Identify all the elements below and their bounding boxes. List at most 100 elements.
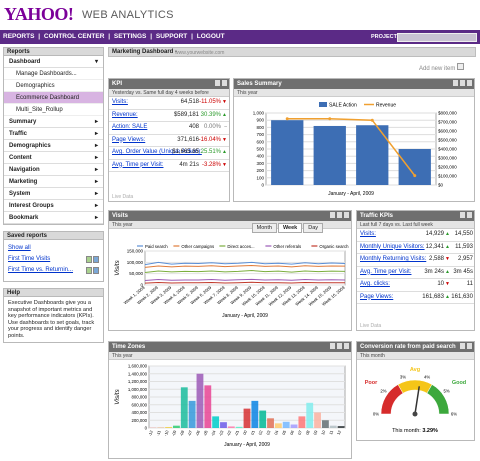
traffic-kpi-list: Visits: 14,929 ▲ 14,550 Monthly Unique Visit… xyxy=(357,229,474,304)
series-line xyxy=(144,281,345,284)
sidebar-item-demographics[interactable]: Demographics ▸ xyxy=(4,140,103,152)
reports-title: Reports xyxy=(3,47,104,56)
gauge-value: 3.29% xyxy=(422,428,438,434)
print-icon[interactable] xyxy=(330,212,335,218)
nav-logout[interactable]: LOGOUT xyxy=(196,33,225,40)
close-icon[interactable] xyxy=(337,212,342,218)
chevron-right-icon: ▸ xyxy=(94,119,98,125)
add-new-item-button[interactable]: Add new item xyxy=(419,63,465,72)
x-tick-label: 02 xyxy=(257,429,263,436)
panel-title: Conversion rate from paid search xyxy=(360,343,456,350)
sidebar-item-bookmark[interactable]: Bookmark ▸ xyxy=(4,212,103,224)
kpi-label[interactable]: Avg. Time per Visit: xyxy=(112,161,164,168)
traffic-kpi-row: Avg. clicks: 10 ▼ 11 xyxy=(357,279,474,292)
dashboard-title-bar: Marketing Dashboard - www.yourwebsite.co… xyxy=(108,47,476,57)
sidebar-item-system[interactable]: System ▸ xyxy=(4,188,103,200)
nav-reports[interactable]: REPORTS xyxy=(3,33,35,40)
granularity-tabs: Month Week Day xyxy=(251,223,323,233)
print-icon[interactable] xyxy=(330,343,335,349)
tick-label: 1,400,000 xyxy=(128,371,148,376)
chevron-right-icon: ▸ xyxy=(94,203,98,209)
gauge-band xyxy=(426,384,450,415)
sidebar-subitem-multi-site-rollup[interactable]: Multi_Site_Rollup xyxy=(4,104,103,116)
sidebar-item-label: System xyxy=(9,191,31,197)
tick-label: 1,000 xyxy=(253,111,265,116)
gauge-tick-label: 4% xyxy=(424,374,430,379)
kpi-label[interactable]: Avg. Order Value (Unique Action): xyxy=(112,149,202,155)
x-tick-label: -07 xyxy=(186,429,193,437)
sidebar-item-label: Marketing xyxy=(9,179,38,185)
full-report-icon[interactable] xyxy=(344,212,349,218)
close-icon[interactable] xyxy=(222,80,227,86)
panel-subtitle: This year xyxy=(234,89,474,97)
print-icon[interactable] xyxy=(460,212,465,218)
sidebar-item-marketing[interactable]: Marketing ▸ xyxy=(4,176,103,188)
print-icon[interactable] xyxy=(215,80,220,86)
x-tick-label: -09 xyxy=(171,429,178,437)
kpi-label[interactable]: Page Views: xyxy=(112,136,146,143)
traffic-kpi-label[interactable]: Monthly Returning Visits: xyxy=(360,256,427,262)
timezone-bar xyxy=(337,426,345,428)
product-name: WEB ANALYTICS xyxy=(82,9,174,21)
full-report-icon[interactable] xyxy=(467,80,472,86)
panel-header: Conversion rate from paid search xyxy=(357,342,474,352)
kpi-row: Avg. Time per Visit: 4m 21s -3.28% ▼ xyxy=(109,160,229,172)
x-tick-label: -06 xyxy=(194,429,201,437)
traffic-kpi-label[interactable]: Monthly Unique Visitors: xyxy=(360,243,425,250)
full-report-icon[interactable] xyxy=(344,343,349,349)
timezone-bar xyxy=(298,416,306,428)
kpi-label[interactable]: Action: SALE xyxy=(112,124,148,130)
x-tick-label: 07 xyxy=(297,429,303,436)
x-tick-label: -01 xyxy=(233,429,240,437)
show-all-link[interactable]: Show all xyxy=(8,245,31,251)
print-icon[interactable] xyxy=(453,80,458,86)
close-icon[interactable] xyxy=(467,343,472,349)
sidebar-item-dashboard[interactable]: Dashboard ▾ xyxy=(4,56,103,68)
export-icon[interactable] xyxy=(86,267,92,274)
export-icon[interactable] xyxy=(86,256,92,263)
x-tick-label: -02 xyxy=(226,429,233,437)
traffic-kpi-previous: 14,550 xyxy=(454,231,473,237)
sidebar-subitem-ecommerce-dashboard[interactable]: Ecommerce Dashboard xyxy=(4,92,103,104)
tab-month[interactable]: Month xyxy=(251,223,277,233)
project-select[interactable] xyxy=(397,32,477,42)
nav-support[interactable]: SUPPORT xyxy=(155,33,188,40)
edit-icon[interactable] xyxy=(93,256,99,263)
nav-control-center[interactable]: CONTROL CENTER xyxy=(43,33,105,40)
saved-reports-title: Saved reports xyxy=(3,231,104,240)
traffic-kpi-label[interactable]: Visits: xyxy=(360,231,376,237)
kpi-label[interactable]: Visits: xyxy=(112,99,128,105)
sidebar-item-label: Navigation xyxy=(9,167,40,173)
close-icon[interactable] xyxy=(460,80,465,86)
traffic-kpi-previous: 3m 45s xyxy=(453,268,473,275)
saved-report-link[interactable]: First Time Visits xyxy=(8,256,99,265)
sidebar-item-navigation[interactable]: Navigation ▸ xyxy=(4,164,103,176)
x-tick-label: 01 xyxy=(250,429,256,436)
sidebar-item-interest-groups[interactable]: Interest Groups ▸ xyxy=(4,200,103,212)
help-box: Help Executive Dashboards give you a sna… xyxy=(3,288,104,343)
sidebar-subitem-manage-dashboards[interactable]: Manage Dashboards... xyxy=(4,68,103,80)
kpi-label[interactable]: Revenue: xyxy=(112,111,138,118)
tab-week[interactable]: Week xyxy=(277,223,303,233)
nav-settings[interactable]: SETTINGS xyxy=(113,33,147,40)
edit-icon[interactable] xyxy=(93,267,99,274)
traffic-kpi-label[interactable]: Avg. clicks: xyxy=(360,281,390,287)
sidebar-item-content[interactable]: Content ▸ xyxy=(4,152,103,164)
tick-label: 100 xyxy=(256,175,264,180)
traffic-kpi-value: 3m 24s xyxy=(424,268,444,275)
close-icon[interactable] xyxy=(337,343,342,349)
traffic-kpi-row: Avg. Time per Visit: 3m 24s ▲ 3m 45s xyxy=(357,267,474,279)
traffic-kpi-label[interactable]: Avg. Time per Visit: xyxy=(360,268,412,275)
sidebar-item-traffic[interactable]: Traffic ▸ xyxy=(4,128,103,140)
tab-day[interactable]: Day xyxy=(303,223,323,233)
sidebar-item-summary[interactable]: Summary ▸ xyxy=(4,116,103,128)
print-icon[interactable] xyxy=(460,343,465,349)
sidebar-subitem-demographics[interactable]: Demographics xyxy=(4,80,103,92)
help-title: Help xyxy=(3,288,104,297)
legend-label: Paid search xyxy=(145,244,168,249)
saved-report-link[interactable]: First Time vs. Returnin... xyxy=(8,267,99,276)
close-icon[interactable] xyxy=(467,212,472,218)
traffic-kpi-label[interactable]: Page Views: xyxy=(360,293,394,300)
x-tick-label: 10 xyxy=(320,429,326,436)
yahoo-logo[interactable]: YAHOO! xyxy=(4,4,74,24)
